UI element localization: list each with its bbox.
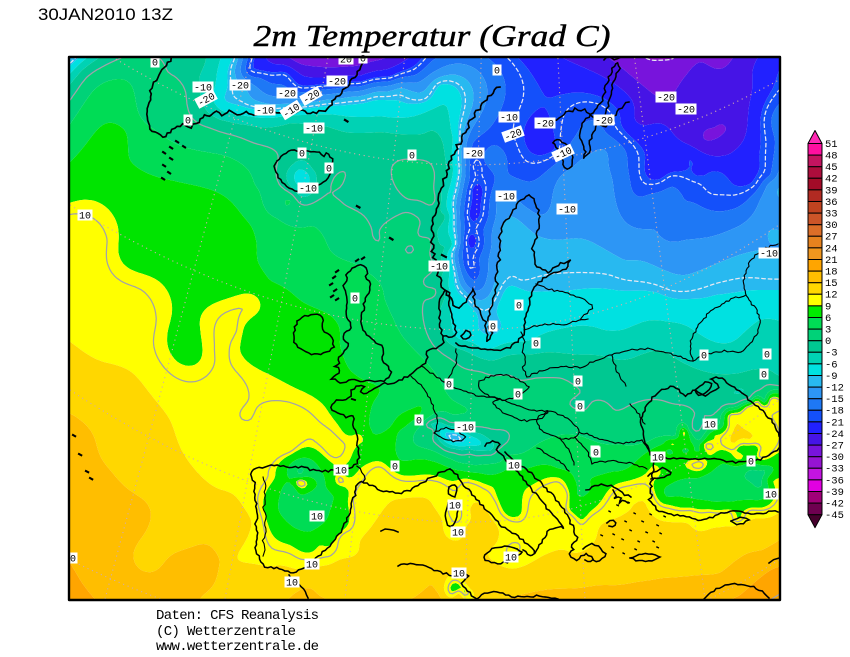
svg-text:51: 51 <box>825 139 838 151</box>
svg-text:-10: -10 <box>760 250 778 261</box>
svg-text:10: 10 <box>286 579 298 590</box>
svg-text:10: 10 <box>311 513 323 524</box>
svg-text:10: 10 <box>306 561 318 572</box>
svg-text:18: 18 <box>825 267 838 279</box>
svg-text:-10: -10 <box>500 114 518 125</box>
svg-text:-42: -42 <box>825 499 844 511</box>
svg-text:-20: -20 <box>595 117 613 128</box>
svg-text:-10: -10 <box>194 84 212 95</box>
svg-text:3: 3 <box>825 325 831 337</box>
svg-text:-20: -20 <box>231 82 249 93</box>
svg-text:-3: -3 <box>825 348 838 360</box>
svg-text:0: 0 <box>490 323 496 334</box>
svg-text:12: 12 <box>825 290 838 302</box>
svg-text:-20: -20 <box>657 94 675 105</box>
svg-text:10: 10 <box>508 462 520 473</box>
svg-text:-36: -36 <box>825 475 844 487</box>
svg-text:-6: -6 <box>825 359 838 371</box>
svg-text:-30: -30 <box>825 452 844 464</box>
svg-text:0: 0 <box>761 371 767 382</box>
svg-text:0: 0 <box>326 165 332 176</box>
svg-text:2m Temperatur (Grad C): 2m Temperatur (Grad C) <box>254 18 611 53</box>
svg-text:-21: -21 <box>825 417 844 429</box>
svg-text:42: 42 <box>825 174 838 186</box>
svg-text:0: 0 <box>577 403 583 414</box>
svg-text:48: 48 <box>825 151 838 163</box>
svg-text:-20: -20 <box>536 120 554 131</box>
svg-text:9: 9 <box>825 301 831 313</box>
svg-text:0: 0 <box>152 59 158 70</box>
svg-text:0: 0 <box>825 336 831 348</box>
svg-text:0: 0 <box>515 391 521 402</box>
svg-text:39: 39 <box>825 185 838 197</box>
svg-text:20: 20 <box>340 56 352 67</box>
svg-text:10: 10 <box>79 212 91 223</box>
svg-text:10: 10 <box>452 529 464 540</box>
svg-text:21: 21 <box>825 255 838 267</box>
svg-text:0: 0 <box>593 449 599 460</box>
svg-text:0: 0 <box>360 55 366 66</box>
svg-text:-9: -9 <box>825 371 838 383</box>
svg-text:Daten: CFS Reanalysis: Daten: CFS Reanalysis <box>156 608 319 624</box>
svg-text:-10: -10 <box>497 193 515 204</box>
svg-text:-10: -10 <box>305 125 323 136</box>
svg-text:0: 0 <box>299 150 305 161</box>
svg-text:10: 10 <box>505 554 517 565</box>
svg-text:10: 10 <box>765 491 777 502</box>
svg-text:6: 6 <box>825 313 831 325</box>
svg-text:-39: -39 <box>825 487 844 499</box>
svg-text:-10: -10 <box>456 424 474 435</box>
svg-text:0: 0 <box>764 351 770 362</box>
svg-text:-33: -33 <box>825 464 844 476</box>
svg-text:www.wetterzentrale.de: www.wetterzentrale.de <box>156 639 319 655</box>
svg-text:-20: -20 <box>328 78 346 89</box>
svg-text:-18: -18 <box>825 406 844 418</box>
svg-text:0: 0 <box>409 152 415 163</box>
svg-text:0: 0 <box>352 295 358 306</box>
svg-text:0: 0 <box>446 381 452 392</box>
svg-text:-10: -10 <box>558 206 576 217</box>
svg-text:10: 10 <box>652 454 664 465</box>
svg-text:30JAN2010 13Z: 30JAN2010 13Z <box>38 5 173 24</box>
svg-text:-20: -20 <box>278 90 296 101</box>
svg-text:0: 0 <box>70 555 76 566</box>
svg-text:-10: -10 <box>299 185 317 196</box>
svg-text:27: 27 <box>825 232 838 244</box>
svg-text:0: 0 <box>392 463 398 474</box>
svg-text:0: 0 <box>516 302 522 313</box>
svg-text:-10: -10 <box>430 263 448 274</box>
svg-text:-20: -20 <box>465 150 483 161</box>
svg-text:0: 0 <box>533 340 539 351</box>
svg-text:0: 0 <box>416 417 422 428</box>
svg-text:0: 0 <box>494 67 500 78</box>
svg-text:-10: -10 <box>256 107 274 118</box>
svg-text:10: 10 <box>335 467 347 478</box>
svg-text:24: 24 <box>825 243 838 255</box>
svg-text:-45: -45 <box>825 510 844 522</box>
svg-text:(C) Wetterzentrale: (C) Wetterzentrale <box>156 624 296 640</box>
svg-text:0: 0 <box>185 117 191 128</box>
svg-text:0: 0 <box>748 458 754 469</box>
svg-text:-12: -12 <box>825 383 844 395</box>
svg-text:36: 36 <box>825 197 838 209</box>
svg-text:-15: -15 <box>825 394 844 406</box>
svg-text:-24: -24 <box>825 429 844 441</box>
svg-text:-27: -27 <box>825 441 844 453</box>
svg-text:-20: -20 <box>677 106 695 117</box>
svg-text:33: 33 <box>825 209 838 221</box>
svg-text:10: 10 <box>453 570 465 581</box>
svg-text:45: 45 <box>825 162 838 174</box>
svg-text:0: 0 <box>701 352 707 363</box>
svg-text:30: 30 <box>825 220 838 232</box>
svg-text:15: 15 <box>825 278 838 290</box>
svg-text:10: 10 <box>449 502 461 513</box>
svg-text:0: 0 <box>575 378 581 389</box>
svg-text:10: 10 <box>704 421 716 432</box>
